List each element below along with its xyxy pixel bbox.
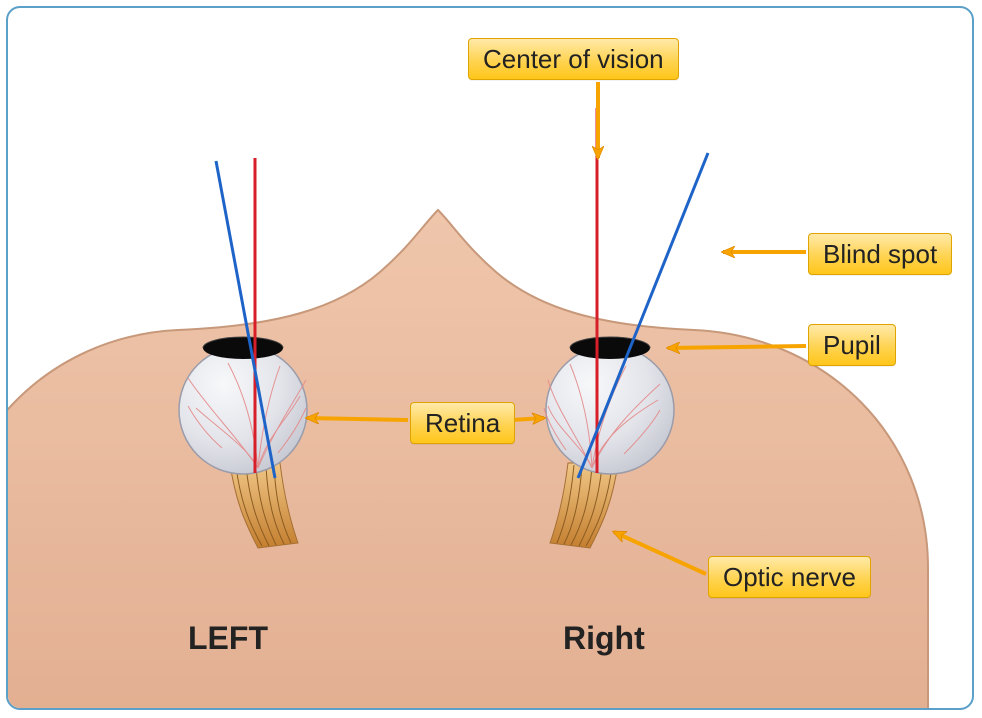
label-center-of-vision: Center of vision: [468, 38, 679, 80]
side-label-left: LEFT: [188, 620, 268, 657]
head-shape: [8, 210, 928, 710]
label-retina: Retina: [410, 402, 515, 444]
label-optic-nerve: Optic nerve: [708, 556, 871, 598]
label-blind-spot: Blind spot: [808, 233, 952, 275]
label-pupil: Pupil: [808, 324, 896, 366]
side-label-right: Right: [563, 620, 645, 657]
diagram-frame: Center of vision Blind spot Pupil Retina…: [6, 6, 974, 710]
